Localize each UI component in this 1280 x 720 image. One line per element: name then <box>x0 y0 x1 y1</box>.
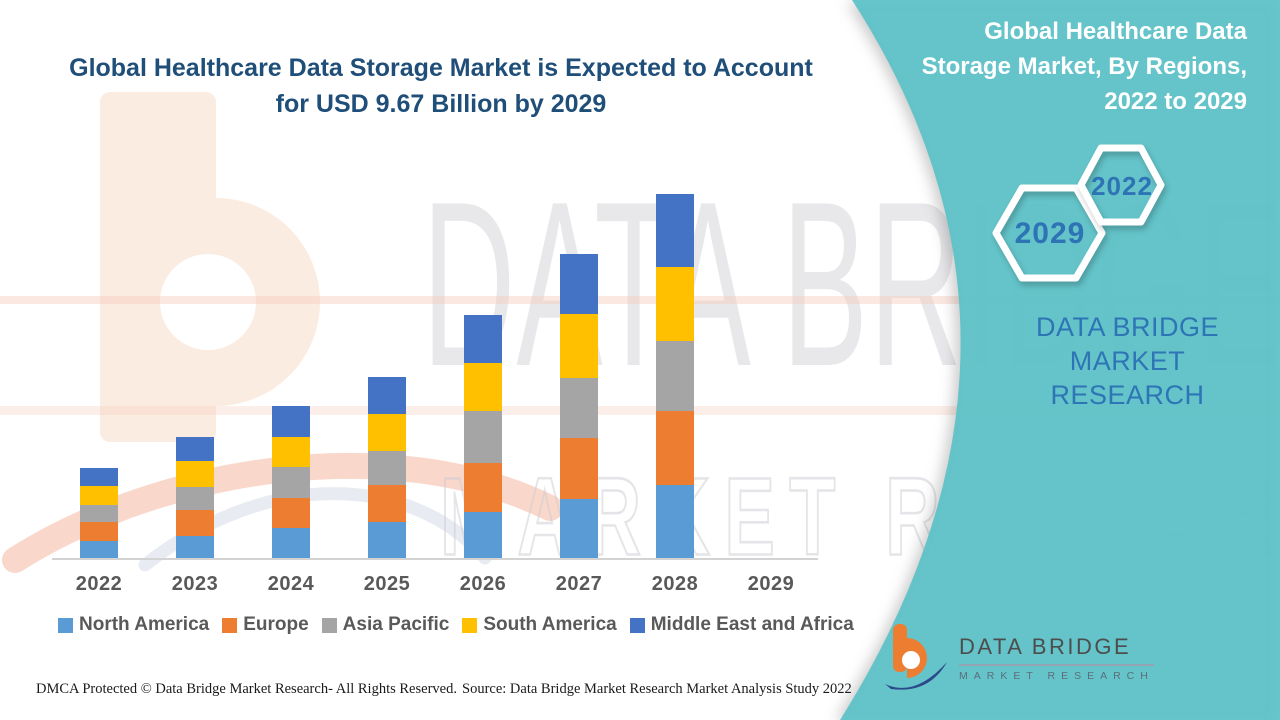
stacked-bar-chart: 2022 2023 2024 2025 2026 2027 2028 2029 <box>52 194 818 595</box>
bar-2025-europe <box>368 485 406 522</box>
bar-2022-north-america <box>80 541 118 559</box>
logo-b-hole <box>902 651 920 669</box>
x-axis-label-2023: 2023 <box>171 573 219 595</box>
right-panel-title-line-2: Storage Market, By Regions, <box>921 53 1247 80</box>
teal-panel-shape <box>840 0 1280 720</box>
bar-2027-europe <box>560 438 598 499</box>
bar-2024-asia-pacific <box>272 467 310 498</box>
bar-2027-north-america <box>560 499 598 559</box>
legend-label-middle-east-africa: Middle East and Africa <box>650 614 854 635</box>
bar-2025-south-america <box>368 414 406 451</box>
bar-2026-south-america <box>464 363 502 411</box>
x-axis-label-2024: 2024 <box>267 573 315 595</box>
legend-item-north-america: North America <box>58 614 209 636</box>
x-axis-label-2026: 2026 <box>459 573 507 595</box>
bar-2023-asia-pacific <box>176 487 214 510</box>
logo-swoosh <box>885 662 947 690</box>
bar-2028-south-america <box>656 267 694 341</box>
bar-2024-europe <box>272 498 310 528</box>
bar-2023-north-america <box>176 536 214 559</box>
bar-2024-middle-east-africa <box>272 406 310 437</box>
x-axis-label-2025: 2025 <box>363 573 411 595</box>
bar-2028-europe <box>656 411 694 485</box>
bar-2023-europe <box>176 510 214 536</box>
bar-2023-south-america <box>176 461 214 487</box>
legend-swatch-asia-pacific <box>321 617 337 633</box>
legend-item-asia-pacific: Asia Pacific <box>321 614 450 636</box>
bar-2026-north-america <box>464 512 502 559</box>
bar-2026-asia-pacific <box>464 411 502 463</box>
bar-2025-middle-east-africa <box>368 377 406 414</box>
legend-swatch-europe <box>222 617 238 633</box>
x-axis-label-2027: 2027 <box>555 573 603 595</box>
legend-label-south-america: South America <box>483 614 617 635</box>
bar-2023-middle-east-africa <box>176 437 214 461</box>
watermark-pink-band-upper <box>0 296 1280 304</box>
x-axis-line <box>52 558 818 560</box>
logo-text-column: DATA BRIDGE MARKET RESEARCH <box>959 622 1154 682</box>
bar-2027-middle-east-africa <box>560 254 598 314</box>
footer-copyright: DMCA Protected © Data Bridge Market Rese… <box>36 681 457 697</box>
bar-2022-south-america <box>80 486 118 505</box>
right-panel-title: Global Healthcare Data Storage Market, B… <box>887 14 1247 119</box>
brand-text-line-2: RESEARCH <box>1050 380 1205 410</box>
x-axis-label-2028: 2028 <box>651 573 699 595</box>
bar-2028-north-america <box>656 485 694 559</box>
brand-text: DATA BRIDGE MARKET RESEARCH <box>985 310 1270 412</box>
bar-2026-middle-east-africa <box>464 315 502 363</box>
x-axis-label-2022: 2022 <box>75 573 123 595</box>
dbmr-logo: DATA BRIDGE MARKET RESEARCH <box>885 622 1154 696</box>
dbmr-logo-icon <box>885 624 947 690</box>
logo-wordmark: DATA BRIDGE <box>959 634 1154 666</box>
legend-item-south-america: South America <box>462 614 617 636</box>
page-title-line-2: for USD 9.67 Billion by 2029 <box>275 90 607 118</box>
bar-2027-south-america <box>560 314 598 378</box>
legend-label-europe: Europe <box>243 614 309 635</box>
bar-2024-north-america <box>272 528 310 559</box>
legend-swatch-north-america <box>58 617 73 633</box>
watermark-b-bowl <box>216 198 320 406</box>
right-panel-title-line-1: Global Healthcare Data <box>984 18 1247 45</box>
watermark-b-hole <box>160 254 256 350</box>
bar-2024-south-america <box>272 437 310 467</box>
chart-legend: North America Europe Asia Pacific South Ame… <box>58 614 854 636</box>
bar-2022-europe <box>80 522 118 541</box>
watermark-pink-band-lower <box>0 406 1280 415</box>
brand-text-line-1: DATA BRIDGE MARKET <box>1035 312 1220 376</box>
legend-item-europe: Europe <box>222 614 309 636</box>
legend-item-middle-east-africa: Middle East and Africa <box>629 614 854 636</box>
footer-source: Source: Data Bridge Market Research Mark… <box>462 681 852 697</box>
bar-2028-middle-east-africa <box>656 194 694 267</box>
right-panel-title-line-3: 2022 to 2029 <box>1104 88 1247 115</box>
watermark-b-stem <box>100 92 216 442</box>
bar-2026-europe <box>464 463 502 512</box>
page-title-line-1: Global Healthcare Data Storage Market is… <box>69 54 813 82</box>
legend-swatch-south-america <box>462 617 478 633</box>
legend-swatch-middle-east-africa <box>629 617 645 633</box>
bar-2027-asia-pacific <box>560 378 598 438</box>
legend-label-north-america: North America <box>79 614 210 635</box>
legend-label-asia-pacific: Asia Pacific <box>342 614 450 635</box>
bar-2025-asia-pacific <box>368 451 406 485</box>
bar-2028-asia-pacific <box>656 341 694 411</box>
x-axis-label-2029: 2029 <box>747 573 795 595</box>
bar-2022-middle-east-africa <box>80 468 118 486</box>
page-title: Global Healthcare Data Storage Market is… <box>62 50 820 122</box>
logo-tagline: MARKET RESEARCH <box>959 670 1154 682</box>
bar-2025-north-america <box>368 522 406 559</box>
bar-2022-asia-pacific <box>80 505 118 522</box>
